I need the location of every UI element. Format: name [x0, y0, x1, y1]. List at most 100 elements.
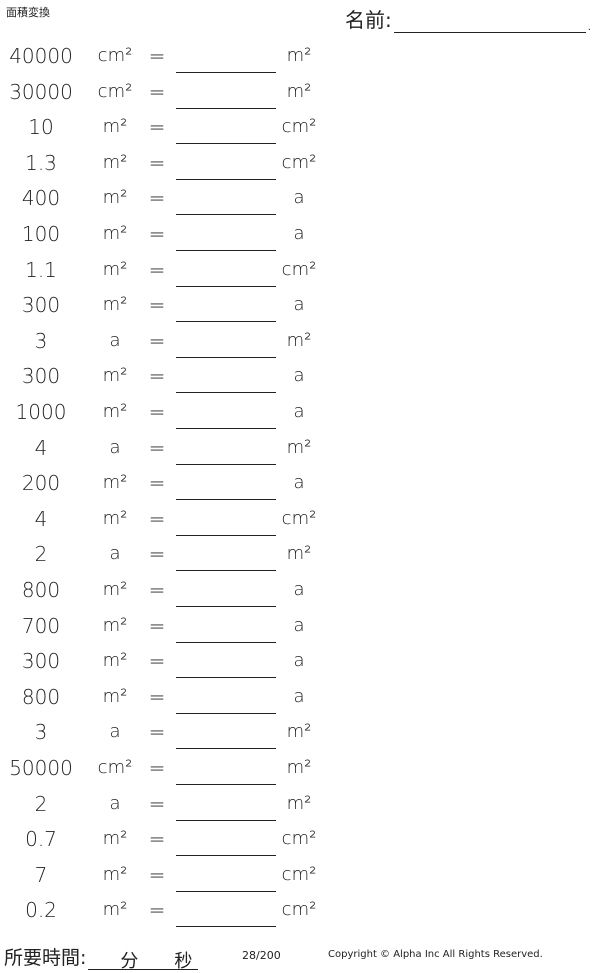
problem-row: 300 m² = a — [0, 290, 340, 323]
name-field: 名前: . — [345, 4, 591, 33]
target-unit: a — [293, 685, 305, 707]
problem-value: 2 — [34, 791, 48, 816]
source-unit: m² — [102, 863, 128, 885]
target-unit: cm² — [281, 116, 317, 138]
answer-blank[interactable] — [176, 392, 276, 394]
answer-blank[interactable] — [176, 926, 276, 928]
problem-value: 300 — [21, 293, 61, 318]
problem-row: 40000 cm² = m² — [0, 41, 340, 73]
equals-sign: = — [148, 328, 166, 353]
answer-blank[interactable] — [176, 250, 276, 251]
problem-row: 800 m² = a — [0, 575, 340, 607]
equals-sign: = — [148, 257, 166, 282]
answer-blank[interactable] — [176, 819, 276, 821]
target-unit: cm² — [281, 507, 317, 529]
target-unit: cm² — [281, 863, 317, 885]
equals-sign: = — [148, 613, 166, 638]
source-unit: m² — [102, 650, 128, 672]
equals-sign: = — [148, 115, 166, 140]
target-unit: a — [293, 579, 305, 600]
target-unit: cm² — [281, 828, 317, 850]
answer-blank[interactable] — [176, 534, 276, 536]
answer-blank[interactable] — [176, 855, 276, 857]
answer-blank[interactable] — [176, 285, 276, 287]
target-unit: a — [293, 294, 305, 316]
problem-row: 3 a = m² — [0, 717, 340, 750]
answer-blank[interactable] — [176, 784, 276, 785]
target-unit: m² — [286, 80, 312, 102]
problem-value: 200 — [21, 471, 61, 496]
answer-blank[interactable] — [176, 570, 276, 572]
target-unit: cm² — [281, 151, 317, 173]
problem-row: 2 a = m² — [0, 789, 340, 821]
target-unit: a — [293, 650, 305, 672]
target-unit: m² — [286, 436, 312, 458]
equals-sign: = — [148, 684, 166, 709]
problem-value: 0.2 — [25, 898, 57, 923]
answer-blank[interactable] — [176, 178, 276, 180]
problem-value: 2 — [34, 542, 48, 567]
source-unit: a — [109, 792, 121, 814]
minutes-label: 分 — [120, 951, 139, 972]
target-unit: m² — [286, 792, 312, 814]
problem-value: 700 — [21, 613, 61, 638]
equals-sign: = — [148, 79, 166, 104]
problem-row: 200 m² = a — [0, 468, 340, 501]
answer-blank[interactable] — [176, 748, 276, 750]
name-label: 名前: — [345, 8, 392, 32]
target-unit: m² — [286, 543, 312, 565]
source-unit: m² — [102, 685, 128, 707]
equals-sign: = — [148, 578, 166, 602]
target-unit: a — [293, 223, 305, 244]
problem-value: 800 — [21, 578, 61, 602]
answer-blank[interactable] — [176, 356, 276, 358]
problem-value: 0.7 — [25, 827, 57, 852]
problem-row: 800 m² = a — [0, 682, 340, 714]
equals-sign: = — [148, 542, 166, 567]
name-input-line[interactable] — [393, 12, 586, 33]
equals-sign: = — [148, 186, 166, 211]
source-unit: m² — [102, 151, 128, 173]
source-unit: a — [109, 329, 121, 351]
answer-blank[interactable] — [176, 641, 276, 643]
answer-blank[interactable] — [176, 143, 276, 145]
source-unit: m² — [102, 187, 128, 209]
equals-sign: = — [148, 150, 166, 175]
time-label: 所要時間: — [4, 947, 87, 969]
equals-sign: = — [148, 862, 166, 887]
target-unit: a — [293, 401, 305, 422]
equals-sign: = — [148, 222, 166, 246]
answer-blank[interactable] — [176, 463, 276, 465]
target-unit: m² — [286, 757, 312, 778]
source-unit: cm² — [97, 757, 133, 778]
problem-row: 0.2 m² = cm² — [0, 895, 340, 928]
answer-blank[interactable] — [176, 712, 276, 714]
source-unit: m² — [102, 223, 128, 244]
answer-blank[interactable] — [176, 428, 276, 429]
source-unit: m² — [102, 507, 128, 529]
equals-sign: = — [148, 293, 166, 318]
problem-value: 1.3 — [25, 150, 57, 175]
answer-blank[interactable] — [176, 214, 276, 216]
answer-blank[interactable] — [176, 107, 276, 109]
answer-blank[interactable] — [176, 677, 276, 679]
time-taken: 所要時間: 分 秒 — [4, 943, 199, 972]
equals-sign: = — [148, 400, 166, 424]
source-unit: a — [109, 436, 121, 458]
equals-sign: = — [148, 364, 166, 389]
answer-blank[interactable] — [176, 321, 276, 323]
target-unit: a — [293, 614, 305, 636]
problem-value: 1000 — [15, 400, 67, 424]
source-unit: m² — [102, 258, 128, 280]
answer-blank[interactable] — [176, 72, 276, 73]
target-unit: a — [293, 187, 305, 209]
answer-blank[interactable] — [176, 890, 276, 892]
problem-value: 300 — [21, 364, 61, 389]
problem-value: 300 — [21, 649, 61, 674]
problem-row: 300 m² = a — [0, 361, 340, 394]
problem-value: 3 — [34, 720, 48, 745]
target-unit: a — [293, 472, 305, 494]
answer-blank[interactable] — [176, 606, 276, 607]
answer-blank[interactable] — [176, 499, 276, 501]
equals-sign: = — [148, 506, 166, 531]
